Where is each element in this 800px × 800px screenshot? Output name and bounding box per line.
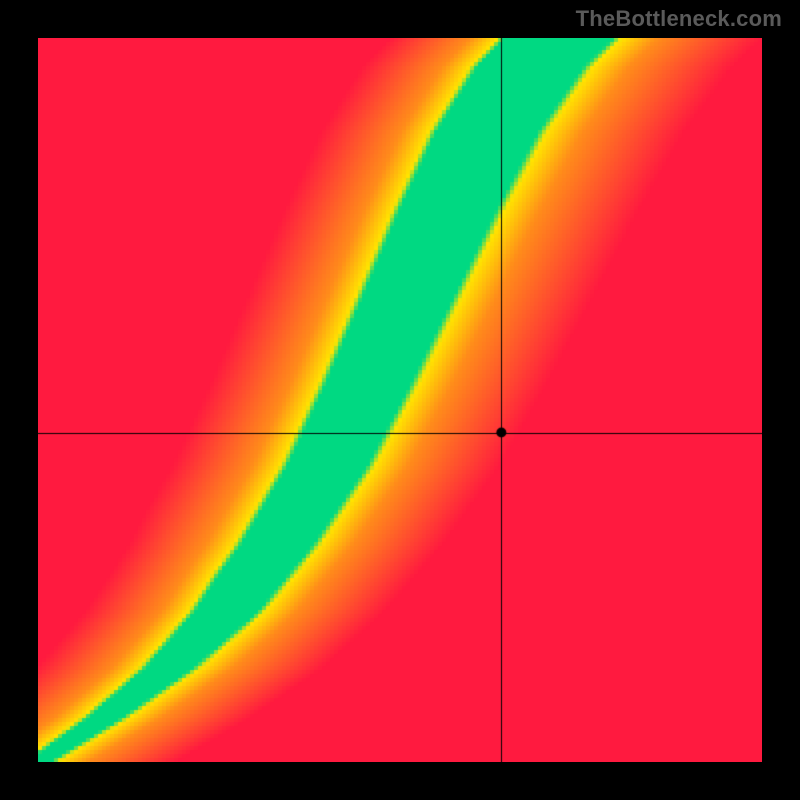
chart-container: TheBottleneck.com <box>0 0 800 800</box>
watermark-text: TheBottleneck.com <box>576 6 782 32</box>
crosshair-overlay <box>38 38 762 762</box>
